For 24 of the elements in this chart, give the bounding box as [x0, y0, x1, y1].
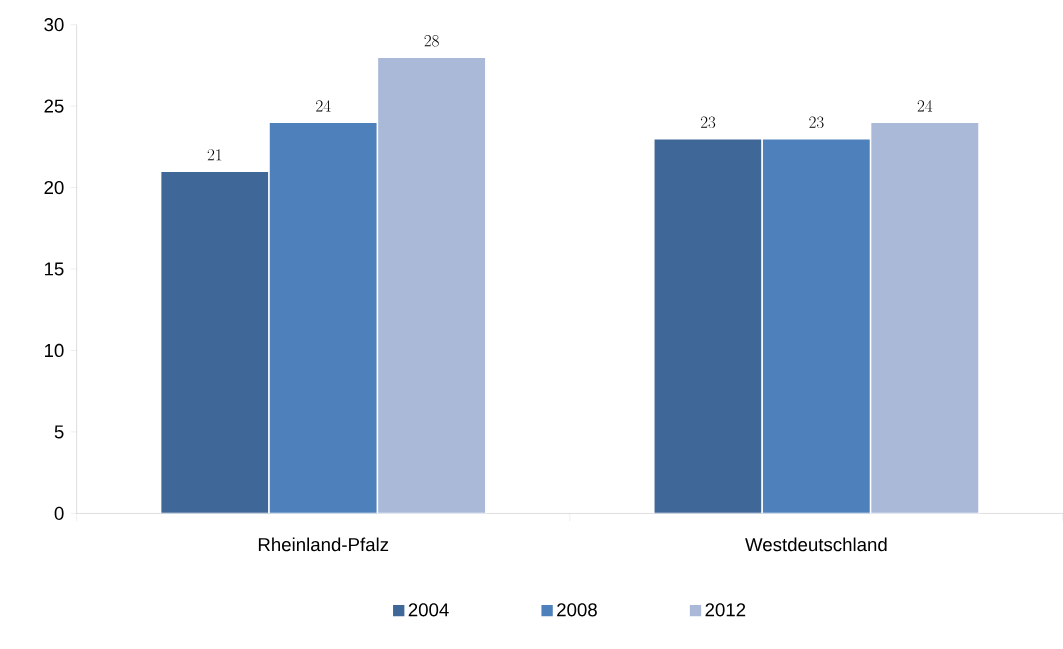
bar [159, 170, 270, 514]
bar [653, 137, 763, 514]
bar [268, 121, 379, 514]
data-label: 21 [207, 148, 222, 161]
y-tick-label: 30 [44, 17, 64, 32]
legend-label: 2012 [705, 603, 746, 617]
x-tick-label: Rheinland-Pfalz [258, 537, 389, 552]
legend-label: 2004 [408, 603, 449, 617]
bar [761, 137, 872, 514]
bar [376, 56, 487, 514]
y-tick-label: 20 [44, 180, 64, 194]
x-tick-label: Westdeutschland [745, 537, 887, 552]
y-tick-label: 0 [54, 506, 64, 520]
data-label: 28 [424, 34, 439, 47]
y-tick-label: 5 [54, 425, 64, 439]
data-label: 24 [917, 99, 933, 112]
data-label: 23 [700, 116, 716, 128]
y-tick-label: 25 [44, 99, 64, 113]
y-tick-label: 10 [44, 343, 64, 357]
bar [869, 121, 980, 514]
data-label: 23 [809, 116, 824, 128]
data-label: 24 [316, 99, 331, 112]
y-tick-label: 15 [44, 262, 64, 276]
legend-label: 2008 [557, 603, 597, 617]
